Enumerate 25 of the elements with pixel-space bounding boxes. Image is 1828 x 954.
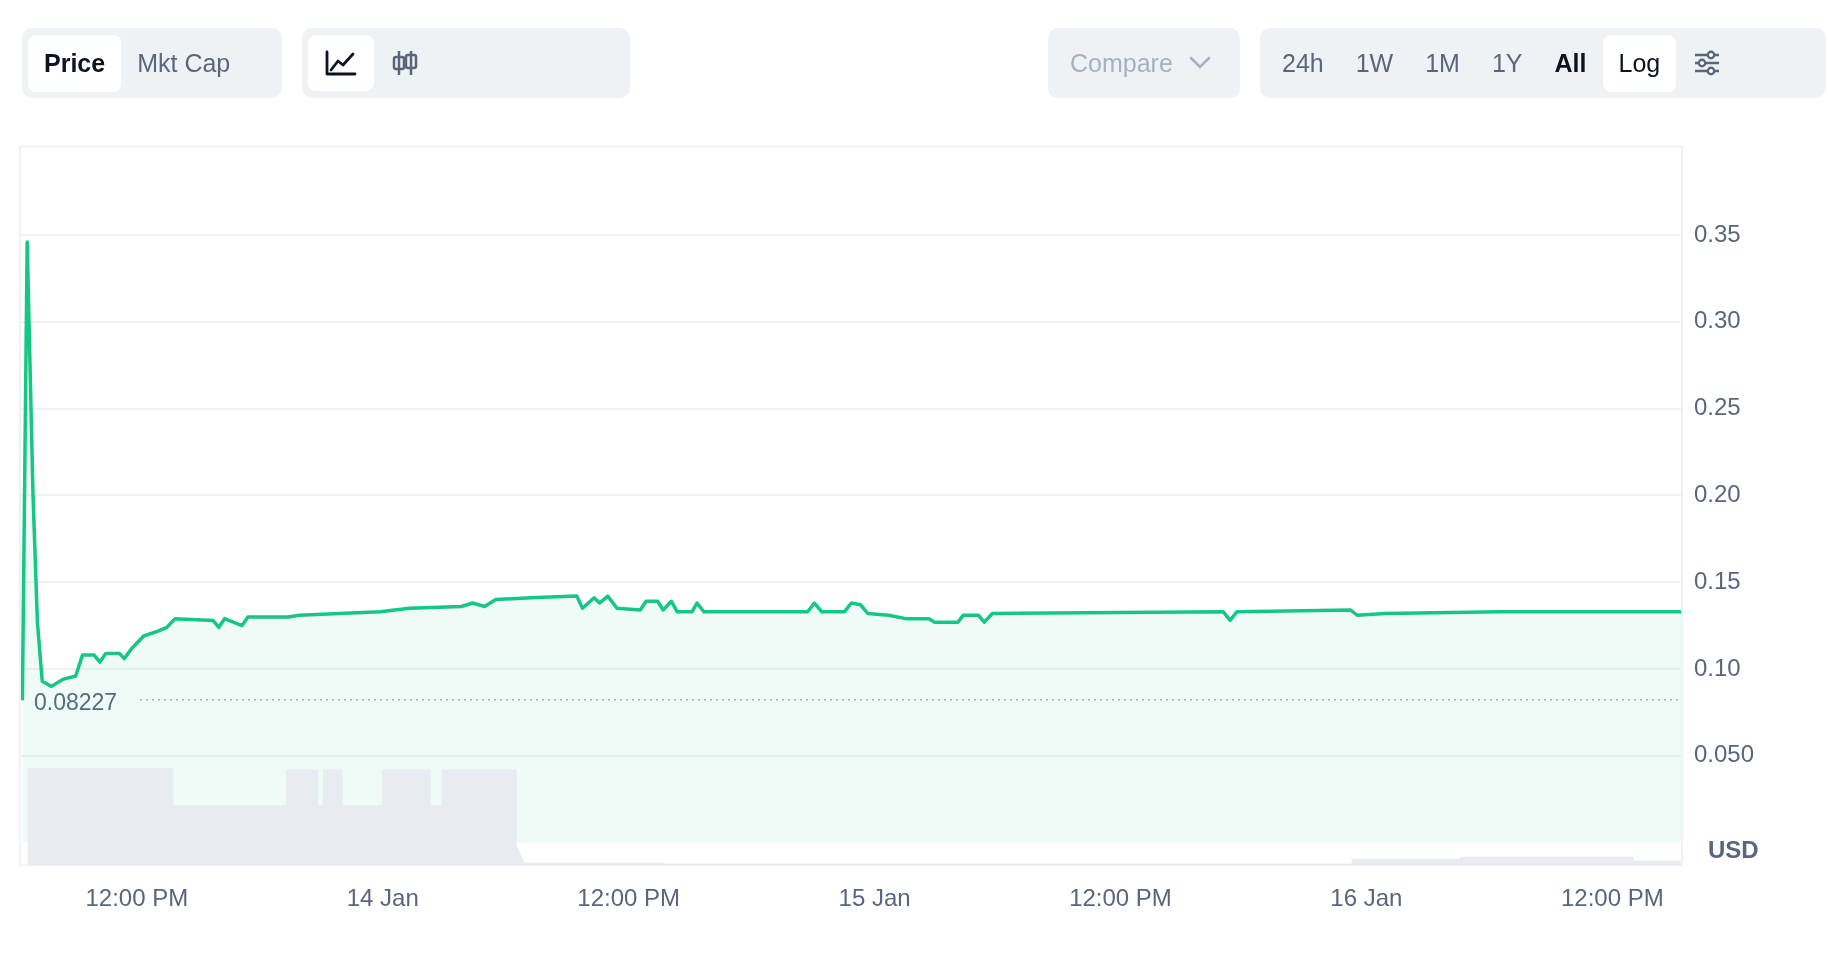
text: 1W <box>1354 47 1395 79</box>
y-tick-label: 0.35 <box>1694 219 1741 247</box>
y-tick-label: 0.15 <box>1694 566 1741 594</box>
x-tick-label: 15 Jan <box>838 884 911 912</box>
x-tick-label: 12:00 PM <box>577 884 681 912</box>
x-tick-label: 12:00 PM <box>1069 884 1172 912</box>
y-tick-label: 0.30 <box>1694 306 1741 334</box>
text: 24h <box>1281 47 1325 79</box>
ref-line-label: 0.08227 <box>34 689 118 716</box>
y-tick-label: 0.20 <box>1694 480 1741 508</box>
y-tick-label: 0.10 <box>1694 653 1741 681</box>
y-tick-label: 0.25 <box>1694 393 1741 421</box>
x-tick-label: 14 Jan <box>346 884 419 912</box>
x-tick-label: 12:00 PM <box>1560 884 1664 912</box>
x-tick-label: 16 Jan <box>1330 884 1403 912</box>
x-tick-label: 12:00 PM <box>85 884 189 912</box>
text: Price <box>28 34 122 92</box>
text: Mkt Cap <box>136 47 232 79</box>
text: 1Y <box>1490 47 1524 79</box>
text: 1M <box>1424 47 1461 79</box>
text: Log <box>1602 34 1677 92</box>
text: Compare <box>1069 47 1174 79</box>
text: All <box>1553 47 1588 79</box>
y-axis-title: USD <box>1708 835 1759 863</box>
y-tick-label: 0.050 <box>1694 740 1755 768</box>
